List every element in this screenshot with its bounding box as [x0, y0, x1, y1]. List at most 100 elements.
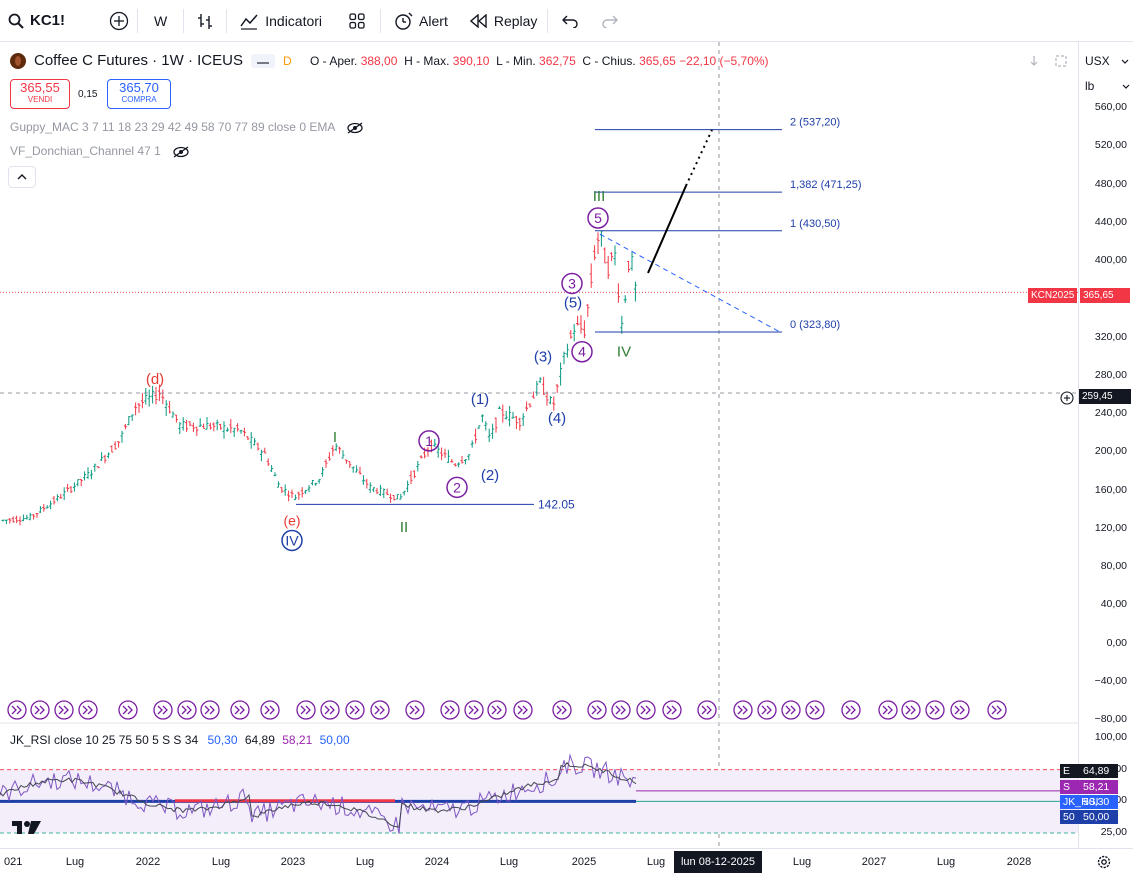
unit-selector[interactable]: lb — [1085, 79, 1130, 93]
indicator-donchian[interactable]: VF_Donchian_Channel 47 1 — [10, 144, 190, 158]
fast-forward-icon — [925, 700, 945, 720]
time-tick-label: 2022 — [135, 856, 161, 868]
fast-forward-icon — [118, 700, 138, 720]
time-tick-label: 021 — [4, 856, 23, 868]
candles-group — [1, 230, 637, 526]
dashed-trendline — [599, 233, 781, 333]
chart-type-button[interactable] — [184, 0, 226, 42]
rewind-icon — [469, 13, 487, 28]
price-tick-label: 280,00 — [1094, 368, 1127, 381]
indicator-guppy[interactable]: Guppy_MAC 3 7 11 18 23 29 42 49 58 70 77… — [10, 120, 364, 134]
wave-circle — [571, 340, 593, 363]
fast-forward-icon — [805, 700, 825, 720]
fast-forward-icon — [487, 700, 507, 720]
toolbar-divider — [137, 8, 139, 33]
crosshair-date-value: lun 08-12-2025 — [680, 856, 755, 868]
currency-selector[interactable]: USX — [1085, 54, 1129, 68]
spread-value: 0,15 — [78, 89, 98, 100]
price-tick-label: 440,00 — [1094, 215, 1127, 228]
layouts-button[interactable] — [334, 0, 380, 42]
maximize-pane-button[interactable] — [1050, 52, 1072, 70]
price-chart[interactable]: 2 (537,20) 1,382 (471,25) 1 (430,50) 0 (323… — [0, 42, 1078, 848]
tradingview-logo[interactable] — [12, 818, 42, 841]
replay-button[interactable]: Replay — [460, 0, 548, 42]
eye-hidden-icon[interactable] — [346, 122, 364, 134]
top-toolbar: KC1! W Indicatori Alert Replay — [0, 0, 1133, 42]
ohlc-values: O - Aper. 388,00 H - Max. 390,10 L - Min… — [310, 54, 769, 68]
settings-button[interactable] — [1096, 854, 1112, 875]
last-price-value: 365,65 — [1083, 290, 1114, 301]
rsi-value-tag: E 64,89 — [1060, 764, 1118, 778]
open-value: 388,00 — [360, 54, 398, 68]
rsi-value-tag: S 58,21 — [1060, 780, 1118, 794]
time-tick-label: Lug — [646, 856, 666, 868]
interval-button[interactable]: W — [138, 0, 183, 42]
undo-icon — [562, 15, 579, 28]
toolbar-divider — [380, 8, 382, 33]
price-tick-label: 240,00 — [1094, 407, 1127, 419]
price-tick-label: 400,00 — [1094, 254, 1127, 266]
alert-button[interactable]: Alert — [381, 0, 460, 42]
wave-label: 5 — [594, 210, 602, 226]
compare-button[interactable] — [101, 0, 137, 42]
toolbar-divider — [183, 8, 185, 33]
buy-button[interactable]: 365,70 COMPRA — [107, 79, 171, 109]
projection-dotted — [685, 129, 713, 187]
collapse-legend-button[interactable] — [8, 166, 36, 188]
eye-hidden-icon[interactable] — [172, 146, 190, 158]
more-toggle[interactable] — [250, 53, 275, 68]
rsi-pane-group — [0, 722, 1078, 834]
price-axis[interactable]: USX lb 560,00520,00480,00440,00400,00360… — [1078, 42, 1133, 848]
wave-label: 3 — [568, 275, 576, 291]
symbol-search-button[interactable]: KC1! — [0, 0, 73, 42]
chevron-down-icon — [1122, 84, 1130, 90]
scale-download-button[interactable] — [1023, 52, 1045, 70]
crosshair-date-tag: lun 08-12-2025 — [674, 851, 762, 873]
fast-forward-icon — [878, 700, 898, 720]
fib-level-label: 0 (323,80) — [790, 319, 840, 331]
fast-forward-icon — [260, 700, 280, 720]
price-tick-label: 40,00 — [1100, 598, 1127, 611]
time-axis[interactable]: 021Lug2022Lug2023Lug2024Lug2025Lug2026Lu… — [0, 848, 1133, 875]
rsi-tick-label: 25,00 — [1100, 826, 1127, 839]
price-tick-label: 80,00 — [1100, 560, 1127, 572]
indicators-button[interactable]: Indicatori — [227, 0, 334, 42]
sell-button[interactable]: 365,55 VENDI — [10, 79, 70, 109]
delayed-badge: D — [282, 53, 292, 68]
wave-label: 2 — [453, 479, 461, 495]
fast-forward-icon — [405, 700, 425, 720]
price-tick-label: 160,00 — [1094, 483, 1127, 496]
chart-pane[interactable]: 2 (537,20) 1,382 (471,25) 1 (430,50) 0 (323… — [0, 42, 1078, 848]
wave-circle — [587, 207, 609, 229]
rsi-title: JK_RSI close 10 25 75 50 5 S S 34 — [10, 733, 199, 747]
unit-label: lb — [1085, 79, 1095, 93]
time-tick-label: 2028 — [1006, 856, 1032, 868]
redo-button[interactable] — [592, 0, 628, 42]
rsi-line — [0, 753, 637, 834]
fast-forward-icon — [30, 700, 50, 720]
fast-forward-icon — [552, 700, 572, 720]
fast-forward-icon — [320, 700, 340, 720]
wave-label: (3) — [534, 348, 552, 365]
price-tick-label: 320,00 — [1094, 330, 1127, 343]
alert-label: Alert — [419, 12, 448, 29]
open-label: O - Aper. — [310, 54, 358, 68]
fast-forward-icon — [513, 700, 533, 720]
indicators-icon — [240, 14, 258, 30]
fast-forward-icon — [841, 700, 861, 720]
drawings-group: 2 (537,20) 1,382 (471,25) 1 (430,50) 0 (323… — [0, 42, 1078, 848]
dots-icon — [256, 61, 269, 64]
fast-forward-icon — [345, 700, 365, 720]
fast-forward-icon — [733, 700, 753, 720]
undo-button[interactable] — [548, 0, 592, 42]
fast-forward-icon — [697, 700, 717, 720]
crosshair-add-button[interactable] — [1060, 391, 1075, 406]
replay-label: Replay — [493, 12, 538, 29]
toolbar-divider — [547, 8, 549, 33]
wave-circle — [561, 272, 583, 295]
fib-level-label: 1 (430,50) — [790, 218, 840, 230]
replay-icons-group — [7, 700, 1007, 720]
fast-forward-icon — [757, 700, 777, 720]
price-tick-label: 0,00 — [1106, 636, 1127, 649]
time-tick-label: Lug — [936, 856, 956, 868]
